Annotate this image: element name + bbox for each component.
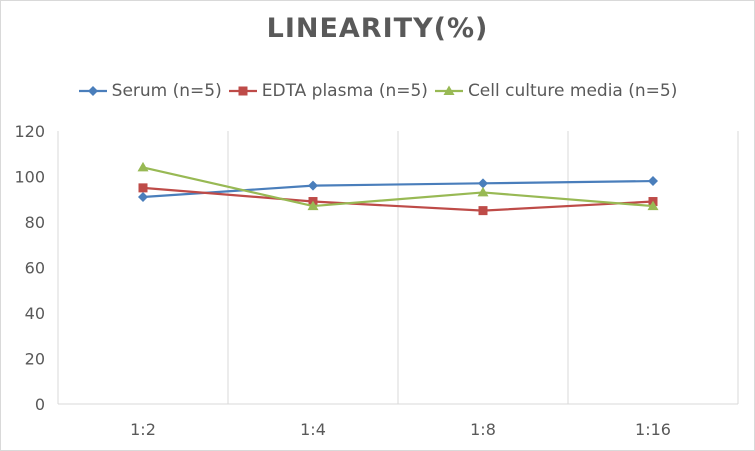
series-line-1 [142,186,654,212]
series-line-2 [142,166,654,208]
y-tick-label: 100 [14,168,45,187]
legend: Serum (n=5) EDTA plasma (n=5) Cell culture… [1,81,754,101]
data-point-2-1 [307,200,319,211]
data-point-2-3 [647,200,659,211]
data-point-0-3 [648,176,658,187]
legend-label: Cell culture media (n=5) [467,81,678,101]
legend-diamond-icon [78,86,107,96]
data-point-0-0 [138,191,148,202]
x-tick-label: 1:16 [635,420,671,439]
x-tick-label: 1:2 [130,420,156,439]
series-line-0 [142,179,654,199]
data-point-2-0 [137,161,149,172]
y-tick-label: 80 [25,213,45,232]
y-tick-label: 0 [35,395,45,414]
legend-item: EDTA plasma (n=5) [228,81,428,101]
data-point-2-2 [477,186,489,197]
data-point-1-0 [138,183,148,193]
x-tick-label: 1:8 [470,420,496,439]
y-tick-label: 60 [25,259,45,278]
y-tick-label: 40 [25,304,45,323]
legend-triangle-icon [434,85,463,95]
legend-item: Serum (n=5) [78,81,222,101]
legend-item: Cell culture media (n=5) [434,81,677,101]
legend-square-icon [228,86,257,96]
data-point-1-2 [478,206,488,216]
chart-title: LINEARITY(%) [266,13,489,44]
x-tick-label: 1:4 [300,420,326,439]
y-tick-label: 20 [25,350,45,369]
legend-label: Serum (n=5) [111,81,222,101]
y-tick-label: 120 [14,122,45,141]
data-point-0-2 [478,178,488,189]
data-point-0-1 [308,180,318,191]
legend-label: EDTA plasma (n=5) [261,81,428,101]
